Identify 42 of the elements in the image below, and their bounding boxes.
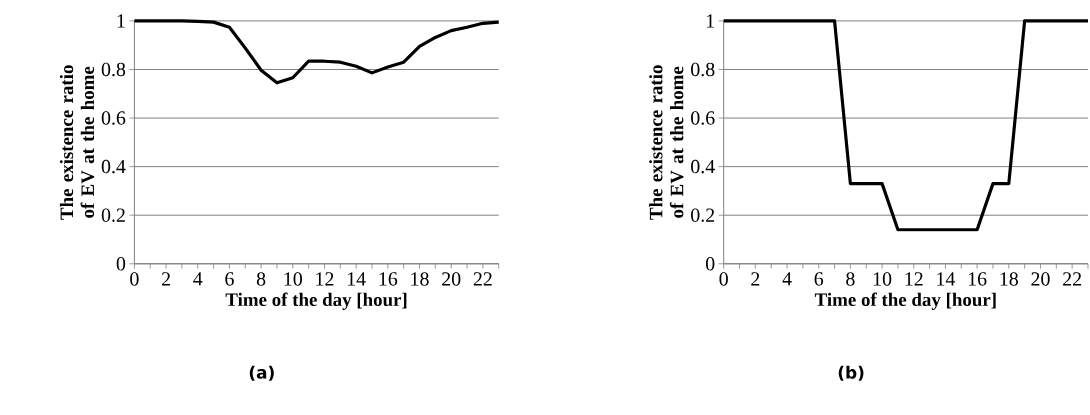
y-tick-label: 0: [706, 257, 715, 271]
x-tick-label: 22: [473, 272, 492, 286]
y-tick-label: 0: [116, 257, 126, 271]
x-tick-label: 2: [751, 272, 760, 286]
text: (b): [838, 365, 864, 381]
y-tick-label: 0.2: [691, 208, 715, 222]
x-tick-label: 0: [719, 272, 728, 286]
x-tick-label: 20: [1031, 272, 1050, 286]
y-tick-label: 0.4: [691, 159, 715, 174]
x-tick-label: 12: [905, 272, 923, 286]
x-tick-label: 12: [316, 272, 334, 286]
x-tick-label: 4: [782, 272, 792, 286]
x-tick-label: 14: [937, 272, 956, 286]
y-tick-label: 0.2: [101, 208, 125, 222]
y-axis-title: The existence ratio of EV at the home: [59, 65, 95, 220]
y-axis-title: The existence ratio of EV at the home: [649, 65, 684, 220]
x-axis-title: Time of the day [hour]: [225, 292, 407, 310]
x-tick-label: 6: [814, 272, 824, 286]
text: (a): [249, 365, 274, 381]
x-tick-label: 22: [1063, 272, 1082, 286]
y-tick-label: 0.6: [691, 111, 715, 125]
x-tick-label: 0: [130, 272, 139, 286]
y-tick-label: 1: [117, 14, 125, 28]
x-tick-label: 10: [873, 272, 892, 286]
x-tick-label: 8: [256, 272, 266, 286]
x-tick-label: 18: [411, 272, 429, 286]
y-tick-label: 1: [706, 14, 714, 28]
x-tick-label: 4: [193, 272, 203, 286]
x-axis-title: Time of the day [hour]: [814, 292, 996, 310]
x-tick-label: 10: [284, 272, 302, 286]
y-tick-label: 0.8: [691, 62, 715, 77]
x-tick-label: 6: [225, 272, 234, 286]
y-tick-label: 0.6: [101, 111, 126, 125]
x-tick-label: 2: [161, 272, 170, 286]
y-tick-label: 0.4: [101, 159, 126, 174]
x-tick-label: 16: [379, 272, 398, 286]
x-tick-label: 18: [1000, 272, 1018, 286]
x-tick-label: 8: [846, 272, 855, 286]
y-tick-label: 0.8: [101, 62, 126, 77]
x-tick-label: 16: [968, 272, 987, 286]
x-tick-label: 20: [442, 272, 461, 286]
x-tick-label: 14: [347, 272, 366, 286]
